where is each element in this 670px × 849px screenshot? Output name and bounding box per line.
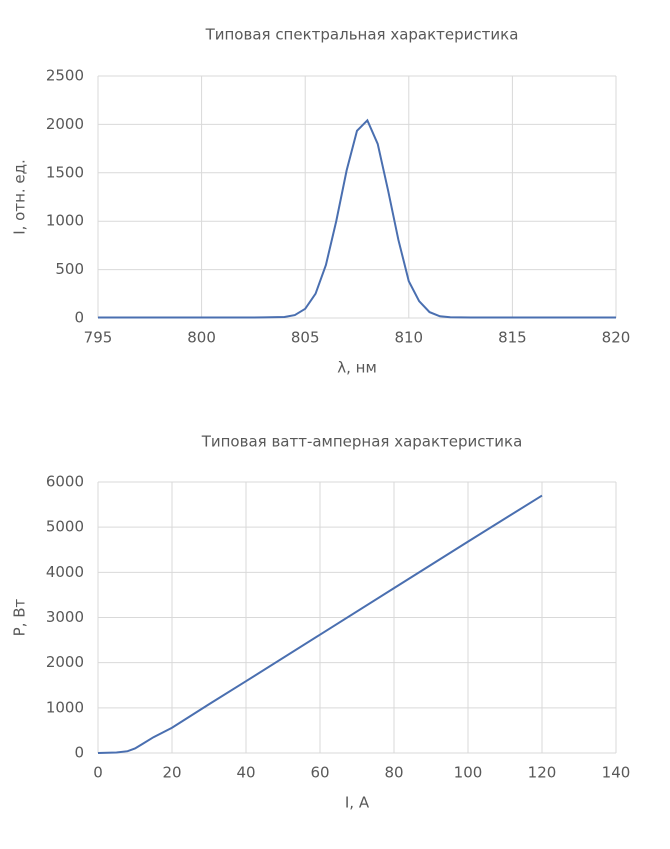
y-tick-label: 500 — [55, 260, 84, 278]
x-tick-label: 140 — [602, 764, 631, 782]
chart-title: Типовая ватт-амперная характеристика — [201, 433, 523, 451]
x-tick-label: 100 — [454, 764, 483, 782]
x-tick-label: 0 — [93, 764, 103, 782]
data-line — [97, 494, 543, 754]
y-tick-label: 1500 — [46, 163, 84, 181]
x-tick-label: 810 — [394, 329, 423, 347]
x-axis-label: λ, нм — [337, 359, 377, 377]
data-line — [98, 118, 616, 319]
y-axis-label: P, Вт — [11, 598, 29, 636]
y-tick-label: 2500 — [46, 67, 84, 85]
y-tick-label: 4000 — [46, 563, 84, 581]
y-tick-label: 6000 — [46, 473, 84, 491]
y-tick-label: 0 — [74, 309, 84, 327]
x-tick-label: 20 — [162, 764, 181, 782]
x-tick-label: 815 — [498, 329, 527, 347]
x-tick-label: 820 — [602, 329, 631, 347]
x-tick-label: 80 — [384, 764, 403, 782]
y-tick-label: 0 — [74, 744, 84, 762]
chart-title: Типовая спектральная характеристика — [205, 26, 519, 44]
x-tick-label: 120 — [528, 764, 557, 782]
y-tick-label: 1000 — [46, 212, 84, 230]
y-tick-label: 2000 — [46, 653, 84, 671]
y-tick-label: 1000 — [46, 698, 84, 716]
y-tick-label: 3000 — [46, 608, 84, 626]
x-tick-label: 800 — [187, 329, 216, 347]
x-tick-label: 805 — [291, 329, 320, 347]
x-tick-label: 60 — [310, 764, 329, 782]
x-axis-label: I, A — [345, 794, 370, 812]
y-tick-label: 2000 — [46, 115, 84, 133]
x-tick-label: 40 — [236, 764, 255, 782]
y-tick-label: 5000 — [46, 518, 84, 536]
x-tick-label: 795 — [84, 329, 113, 347]
y-axis-label: I, отн. ед. — [11, 159, 29, 235]
